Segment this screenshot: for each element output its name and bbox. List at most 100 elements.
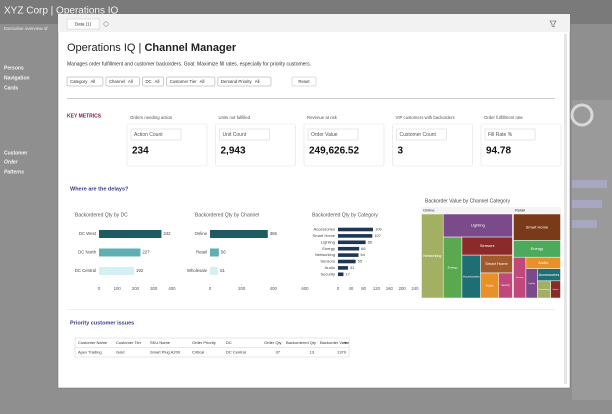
- filter[interactable]: Customer Tier All: [170, 79, 205, 84]
- x-tick-label: 240: [411, 286, 419, 291]
- bar[interactable]: [210, 230, 268, 238]
- table-cell: Apex Trading: [78, 349, 102, 354]
- content: Category All Channel All DC All Customer Tier A…: [66, 76, 562, 358]
- table-cell: 13: [310, 349, 315, 354]
- value-label: 51: [220, 268, 225, 273]
- add-tab-icon[interactable]: [103, 21, 109, 27]
- value-label: 107: [374, 233, 381, 238]
- table-cell: DC Central: [226, 349, 246, 354]
- filter-label[interactable]: DC: [145, 79, 151, 84]
- scrollbar[interactable]: [564, 34, 567, 384]
- nav-item[interactable]: Order: [4, 159, 19, 165]
- x-tick-label: 0: [98, 286, 101, 291]
- table-header[interactable]: Backordered Qty: [286, 340, 316, 345]
- card-value: 2,943: [221, 146, 246, 157]
- table-header[interactable]: Customer Tier: [116, 340, 142, 345]
- reset-button[interactable]: [291, 76, 317, 87]
- filter[interactable]: Channel All: [109, 79, 133, 84]
- card-label-box: [219, 128, 270, 141]
- treemap-cell-label: Security: [516, 276, 524, 279]
- bar[interactable]: [338, 253, 359, 257]
- table-cell: Smart Plug A200: [150, 349, 181, 354]
- y-tick-label: Sensors: [320, 259, 335, 264]
- table-header[interactable]: Order Qty: [264, 340, 282, 345]
- treemap-cell[interactable]: [498, 272, 513, 299]
- reset-label[interactable]: Reset: [298, 79, 310, 84]
- bar[interactable]: [338, 246, 360, 251]
- table-cell: 1379: [337, 349, 347, 354]
- nav-item[interactable]: Cards: [4, 85, 18, 91]
- tab[interactable]: [66, 18, 100, 30]
- bar[interactable]: [338, 240, 366, 245]
- filter[interactable]: DC All: [145, 79, 159, 84]
- filter[interactable]: Category All: [70, 79, 95, 84]
- modal-subtitle: Manages order fulfillment and customer b…: [67, 61, 311, 67]
- card-caption: Units not fulfilled: [219, 115, 251, 120]
- filter-label[interactable]: Customer Tier: [170, 79, 198, 84]
- bar[interactable]: [338, 227, 373, 232]
- value-label: 17: [345, 271, 350, 276]
- card-label: Action Count: [134, 132, 163, 138]
- filter-value[interactable]: All: [200, 79, 205, 84]
- title-bold: Channel Manager: [144, 42, 236, 54]
- filter-value[interactable]: All: [155, 79, 160, 84]
- value-label: 55: [358, 259, 363, 264]
- nav-item[interactable]: Persons: [4, 65, 24, 71]
- card-label-box: [396, 128, 447, 141]
- bar[interactable]: [210, 248, 219, 257]
- bar[interactable]: [338, 234, 373, 238]
- bar[interactable]: [338, 259, 356, 264]
- bar[interactable]: [338, 272, 344, 277]
- nav-item[interactable]: Navigation: [4, 75, 30, 81]
- filter-chip[interactable]: [217, 76, 272, 87]
- card-label: Unit Count: [223, 132, 247, 138]
- treemap-group-label: Retail: [515, 208, 525, 213]
- filter-chip[interactable]: [142, 76, 164, 87]
- bar[interactable]: [99, 267, 135, 275]
- filter-label[interactable]: Demand Priority: [221, 79, 253, 84]
- treemap-cell[interactable]: [513, 213, 561, 241]
- table-header[interactable]: Order Priority: [192, 340, 216, 345]
- filter-chip[interactable]: [105, 76, 140, 87]
- value-label: 227: [142, 250, 150, 255]
- filter-chip[interactable]: [66, 76, 104, 87]
- card-value: 249,626.52: [309, 146, 359, 157]
- nav-item[interactable]: Patterns: [4, 169, 24, 175]
- value-label: 66: [361, 246, 366, 251]
- filter-label[interactable]: Category: [70, 79, 88, 84]
- table-header[interactable]: SKU Name: [150, 340, 171, 345]
- treemap-cell-label: Smart Home: [485, 261, 508, 266]
- sort-indicator[interactable]: [344, 342, 347, 344]
- filter-chip[interactable]: [166, 76, 216, 87]
- value-label: 365: [270, 231, 278, 236]
- card-label: Customer Count: [400, 132, 437, 138]
- filter-icon[interactable]: [549, 20, 557, 28]
- nav-item[interactable]: Customer: [4, 150, 27, 156]
- value-label: 192: [136, 268, 144, 273]
- tab-label[interactable]: Data (1): [75, 22, 92, 27]
- table-header[interactable]: Customer Name: [78, 340, 108, 345]
- filter-value[interactable]: All: [128, 79, 133, 84]
- filter-label[interactable]: Channel: [109, 79, 125, 84]
- card-label: Order Value: [311, 132, 338, 138]
- filter-value[interactable]: All: [90, 79, 95, 84]
- background-bar: [572, 200, 602, 208]
- value-label: 86: [368, 239, 373, 244]
- y-tick-label: DC Central: [75, 268, 96, 273]
- y-tick-label: DC North: [78, 250, 97, 255]
- treemap-cell[interactable]: [550, 280, 561, 299]
- card-caption: Revenue at risk: [307, 115, 338, 120]
- table-cell: Gold: [116, 349, 124, 354]
- bar[interactable]: [99, 248, 141, 257]
- table-header[interactable]: Backorder Value: [320, 340, 350, 345]
- x-tick-label: 300: [150, 286, 158, 291]
- filter[interactable]: Demand Priority All: [221, 79, 260, 84]
- bar[interactable]: [338, 266, 348, 270]
- value-label: 64: [361, 252, 366, 257]
- table-header[interactable]: DC: [226, 340, 232, 345]
- bar[interactable]: [99, 230, 162, 238]
- filter-value[interactable]: All: [255, 79, 260, 84]
- bar[interactable]: [210, 267, 219, 275]
- section-heading: Where are the delays?: [70, 186, 129, 192]
